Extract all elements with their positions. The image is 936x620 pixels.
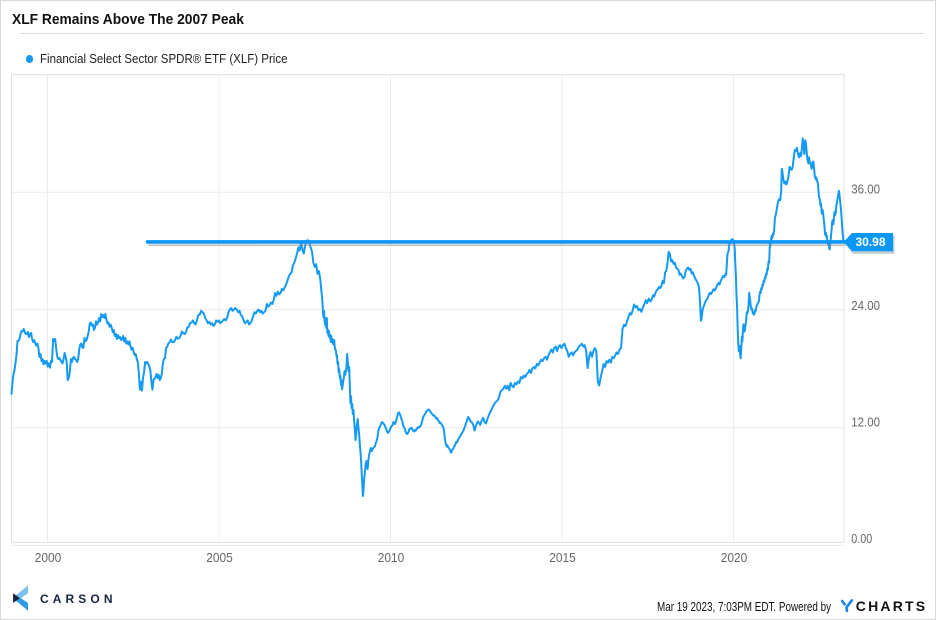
svg-text:2000: 2000	[35, 550, 62, 565]
svg-text:30.98: 30.98	[856, 235, 886, 249]
svg-text:2015: 2015	[549, 550, 576, 565]
svg-text:2010: 2010	[378, 550, 405, 565]
svg-text:2020: 2020	[721, 550, 748, 565]
svg-text:36.00: 36.00	[851, 182, 880, 197]
svg-text:24.00: 24.00	[851, 298, 880, 313]
svg-text:0.00: 0.00	[851, 531, 872, 546]
svg-text:2005: 2005	[206, 550, 233, 565]
svg-text:12.00: 12.00	[851, 415, 880, 430]
